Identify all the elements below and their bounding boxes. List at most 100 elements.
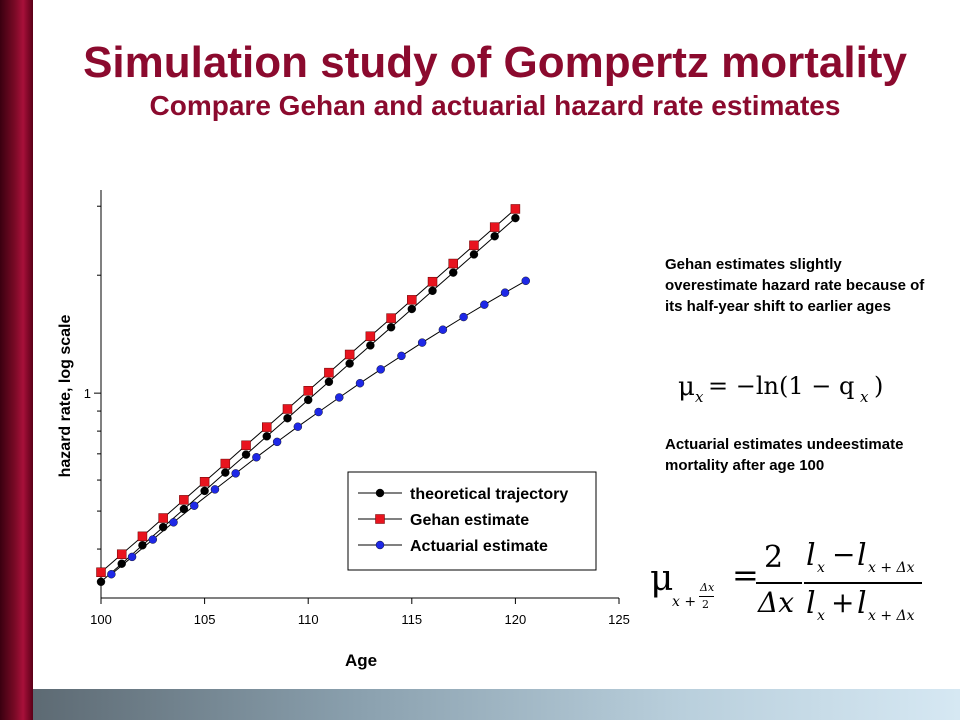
formula2-den-l1-sub: x	[817, 608, 825, 624]
data-point	[200, 486, 209, 496]
formula2-num-l2: l	[857, 538, 867, 573]
data-point	[324, 367, 334, 378]
data-point	[148, 535, 158, 544]
formula2-sub-den: 2	[702, 598, 709, 611]
data-point	[469, 250, 479, 259]
formula-mu: μ	[678, 372, 695, 402]
x-tick-label: 105	[194, 612, 216, 627]
formula2-num-minus: −	[832, 538, 856, 571]
chart-series	[96, 204, 530, 586]
x-tick-label: 115	[401, 612, 422, 627]
data-point	[241, 450, 251, 459]
data-point	[521, 276, 530, 286]
legend-marker	[375, 488, 385, 498]
data-point	[335, 393, 344, 402]
legend-marker	[375, 514, 385, 524]
data-point	[459, 312, 468, 322]
formula-rhs: = −ln(1 − q	[708, 372, 855, 400]
data-point	[107, 570, 116, 579]
data-point	[438, 325, 448, 334]
data-point	[210, 485, 220, 494]
data-point	[158, 522, 168, 532]
data-point	[365, 331, 376, 342]
data-point	[220, 458, 231, 469]
x-tick-label: 125	[608, 612, 630, 627]
series-2	[107, 276, 530, 579]
data-point	[199, 477, 210, 487]
legend-label: Actuarial estimate	[410, 538, 548, 555]
data-point	[262, 432, 271, 441]
series-1	[96, 204, 521, 578]
data-point	[376, 365, 385, 374]
data-point	[303, 386, 313, 396]
formula2-num-l1: l	[806, 538, 816, 573]
formula2-sub-num: Δx	[700, 581, 715, 594]
data-point	[117, 559, 126, 568]
data-point	[449, 268, 458, 277]
data-point	[169, 518, 178, 527]
data-point	[480, 300, 489, 309]
x-tick-label: 120	[505, 612, 527, 627]
formula2-num-l1-sub: x	[817, 560, 825, 576]
formula2-mu: μ	[650, 558, 674, 599]
data-point	[304, 395, 313, 405]
y-axis-label: hazard rate, log scale	[57, 315, 74, 478]
data-point	[221, 468, 230, 477]
formula2-sub-bar	[699, 596, 714, 597]
data-point	[252, 453, 261, 462]
data-point	[344, 349, 355, 360]
data-point	[272, 437, 282, 447]
formula-close-paren: )	[874, 372, 884, 400]
data-point	[179, 495, 189, 505]
data-point	[386, 313, 396, 323]
data-point	[96, 567, 106, 578]
data-point	[283, 414, 292, 423]
formula-q-subscript: x	[860, 388, 869, 406]
legend-marker	[375, 540, 385, 550]
data-point	[96, 577, 106, 586]
data-point	[417, 338, 427, 347]
data-point	[510, 204, 521, 214]
data-point	[386, 323, 396, 332]
slide-title: Simulation study of Gompertz mortality	[83, 38, 907, 87]
x-tick-label: 100	[90, 612, 112, 627]
formula2-num-l2-sub: x + Δx	[868, 560, 915, 576]
bottom-accent-bar	[33, 689, 960, 720]
gehan-note: Gehan estimates slightly overestimate ha…	[665, 256, 925, 315]
x-tick-label: 110	[298, 612, 319, 627]
data-point	[345, 359, 354, 368]
data-point	[282, 404, 293, 414]
data-point	[428, 286, 437, 295]
data-point	[448, 258, 458, 269]
data-point	[511, 213, 520, 223]
formula2-fraction-bar-1	[756, 582, 802, 584]
data-point	[324, 377, 334, 386]
data-point	[190, 501, 199, 510]
data-point	[489, 222, 500, 232]
data-point	[137, 531, 148, 542]
formula2-fraction-bar-2	[804, 582, 922, 584]
slide-subtitle: Compare Gehan and actuarial hazard rate …	[149, 90, 841, 121]
data-point	[158, 513, 168, 523]
chart-legend: theoretical trajectory Gehan estimate Actu…	[347, 471, 597, 571]
data-point	[366, 341, 375, 350]
data-point	[469, 240, 479, 251]
data-point	[262, 422, 272, 432]
formula2-delta-x: Δx	[758, 586, 795, 619]
left-accent-bar	[0, 0, 33, 720]
formula-hazard-from-q: μ x = −ln(1 − q x )	[678, 370, 898, 410]
data-point	[231, 469, 240, 478]
x-axis-label: Age	[345, 651, 377, 670]
formula2-den-l2: l	[857, 586, 867, 621]
formula2-equals: =	[732, 556, 759, 594]
data-point	[427, 276, 438, 287]
formula2-den-plus: +	[831, 586, 855, 619]
formula2-sub-prefix: x +	[672, 594, 697, 610]
data-point	[490, 232, 499, 241]
data-point	[397, 351, 406, 361]
data-point	[179, 504, 189, 514]
legend-label: Gehan estimate	[410, 512, 529, 529]
data-point	[407, 295, 417, 305]
actuarial-note: Actuarial estimates undeestimate mortali…	[665, 436, 904, 474]
